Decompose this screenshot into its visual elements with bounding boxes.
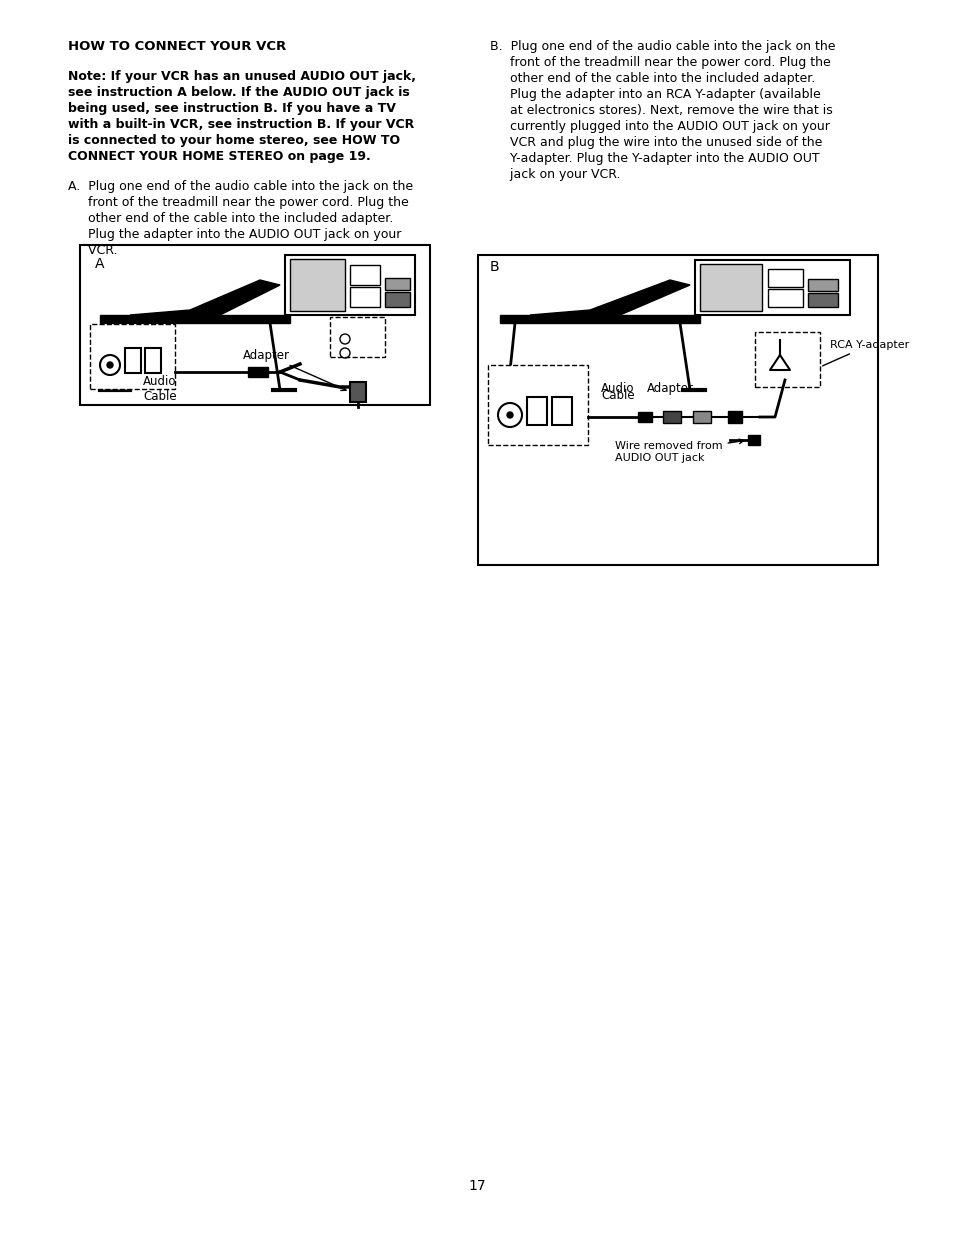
Bar: [700, 264, 761, 311]
Text: A.  Plug one end of the audio cable into the jack on the: A. Plug one end of the audio cable into …: [68, 180, 413, 193]
Bar: [90, 324, 174, 389]
Text: HOW TO CONNECT YOUR VCR: HOW TO CONNECT YOUR VCR: [68, 40, 286, 53]
Bar: [290, 259, 345, 311]
Text: with a built-in VCR, see instruction B. If your VCR: with a built-in VCR, see instruction B. …: [68, 119, 414, 131]
Bar: [145, 348, 161, 373]
Text: LEFT: LEFT: [352, 343, 363, 348]
Text: Wire removed from
AUDIO OUT jack: Wire removed from AUDIO OUT jack: [615, 440, 743, 463]
Text: Audio
Cable: Audio Cable: [143, 375, 176, 403]
Text: is connected to your home stereo, see HOW TO: is connected to your home stereo, see HO…: [68, 135, 399, 147]
Text: being used, see instruction B. If you have a TV: being used, see instruction B. If you ha…: [68, 103, 395, 115]
Circle shape: [506, 412, 513, 417]
Bar: [385, 291, 410, 308]
Bar: [692, 411, 710, 424]
Bar: [330, 317, 385, 357]
Bar: [662, 411, 680, 424]
Text: Adapter: Adapter: [243, 348, 346, 390]
Text: VCR.: VCR.: [68, 245, 117, 257]
Text: Y-adapter. Plug the Y-adapter into the AUDIO OUT: Y-adapter. Plug the Y-adapter into the A…: [490, 152, 819, 165]
Text: front of the treadmill near the power cord. Plug the: front of the treadmill near the power co…: [490, 56, 830, 69]
Text: B: B: [490, 261, 499, 274]
Bar: [754, 332, 820, 387]
Polygon shape: [130, 280, 280, 315]
Text: RCA Y-adapter: RCA Y-adapter: [821, 340, 908, 366]
Bar: [747, 435, 760, 445]
Text: currently plugged into the AUDIO OUT jack on your: currently plugged into the AUDIO OUT jac…: [490, 120, 829, 133]
Bar: [807, 293, 837, 308]
Bar: [125, 348, 141, 373]
Text: Plug the adapter into an RCA Y-adapter (available: Plug the adapter into an RCA Y-adapter (…: [490, 88, 820, 101]
Text: Adapter: Adapter: [646, 382, 693, 395]
Circle shape: [107, 362, 112, 368]
Bar: [350, 287, 379, 308]
Text: jack on your VCR.: jack on your VCR.: [490, 168, 619, 182]
Text: at electronics stores). Next, remove the wire that is: at electronics stores). Next, remove the…: [490, 104, 832, 117]
Text: VCR and plug the wire into the unused side of the: VCR and plug the wire into the unused si…: [490, 136, 821, 149]
Text: B.  Plug one end of the audio cable into the jack on the: B. Plug one end of the audio cable into …: [490, 40, 835, 53]
Bar: [807, 279, 837, 291]
Polygon shape: [530, 280, 689, 315]
Bar: [477, 254, 877, 564]
Text: Note: If your VCR has an unused AUDIO OUT jack,: Note: If your VCR has an unused AUDIO OU…: [68, 70, 416, 83]
Text: front of the treadmill near the power cord. Plug the: front of the treadmill near the power co…: [68, 196, 408, 209]
Text: CONNECT YOUR HOME STEREO on page 19.: CONNECT YOUR HOME STEREO on page 19.: [68, 149, 371, 163]
Bar: [727, 411, 741, 424]
Bar: [638, 412, 651, 422]
Text: other end of the cable into the included adapter.: other end of the cable into the included…: [490, 72, 815, 85]
Text: Plug the adapter into the AUDIO OUT jack on your: Plug the adapter into the AUDIO OUT jack…: [68, 228, 401, 241]
Bar: [695, 261, 849, 315]
Text: A: A: [95, 257, 105, 270]
Text: 17: 17: [468, 1179, 485, 1193]
Bar: [767, 269, 802, 287]
Bar: [488, 366, 587, 445]
Bar: [350, 266, 379, 285]
Text: AUDIO OUT: AUDIO OUT: [338, 319, 375, 324]
Polygon shape: [100, 315, 290, 324]
Bar: [248, 367, 268, 377]
Bar: [526, 396, 546, 425]
Text: see instruction A below. If the AUDIO OUT jack is: see instruction A below. If the AUDIO OU…: [68, 86, 410, 99]
Bar: [552, 396, 572, 425]
Bar: [80, 245, 430, 405]
Text: other end of the cable into the included adapter.: other end of the cable into the included…: [68, 212, 393, 225]
Bar: [385, 278, 410, 290]
Text: Audio: Audio: [600, 382, 634, 395]
Polygon shape: [499, 315, 700, 324]
Bar: [285, 254, 415, 315]
Text: Cable: Cable: [600, 389, 634, 403]
Bar: [350, 382, 366, 403]
Text: RIGHT: RIGHT: [352, 330, 367, 335]
Bar: [767, 289, 802, 308]
